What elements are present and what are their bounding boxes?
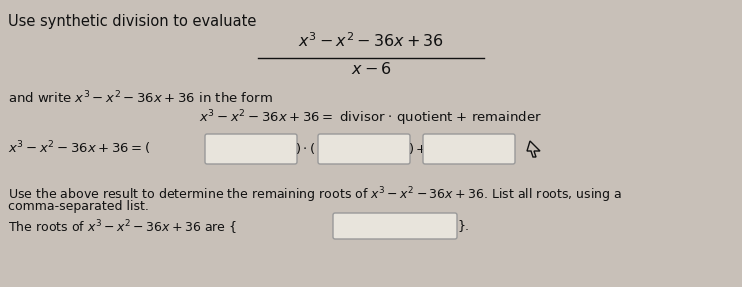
Text: Use synthetic division to evaluate: Use synthetic division to evaluate (8, 14, 257, 29)
Text: $)\cdot($: $)\cdot($ (295, 141, 315, 156)
FancyBboxPatch shape (423, 134, 515, 164)
Text: $x - 6$: $x - 6$ (351, 61, 391, 78)
Text: $x^3 - x^2 - 36x + 36 = ($: $x^3 - x^2 - 36x + 36 = ($ (8, 139, 151, 157)
FancyBboxPatch shape (205, 134, 297, 164)
Polygon shape (527, 141, 540, 157)
FancyBboxPatch shape (318, 134, 410, 164)
Text: comma-separated list.: comma-separated list. (8, 200, 149, 213)
FancyBboxPatch shape (333, 213, 457, 239)
Text: Use the above result to determine the remaining roots of $x^3 - x^2 - 36x + 36$.: Use the above result to determine the re… (8, 185, 622, 205)
Text: $x^3 - x^2 - 36x + 36$: $x^3 - x^2 - 36x + 36$ (298, 32, 444, 51)
Text: $\}.$: $\}.$ (457, 218, 470, 234)
Text: and write $x^3 - x^2 - 36x + 36$ in the form: and write $x^3 - x^2 - 36x + 36$ in the … (8, 90, 273, 106)
Text: $x^3 - x^2 - 36x + 36 =$ divisor $\cdot$ quotient $+$ remainder: $x^3 - x^2 - 36x + 36 =$ divisor $\cdot$… (200, 108, 542, 128)
Text: The roots of $x^3 - x^2 - 36x + 36$ are $\{$: The roots of $x^3 - x^2 - 36x + 36$ are … (8, 218, 237, 236)
Text: $)+$: $)+$ (408, 141, 427, 156)
